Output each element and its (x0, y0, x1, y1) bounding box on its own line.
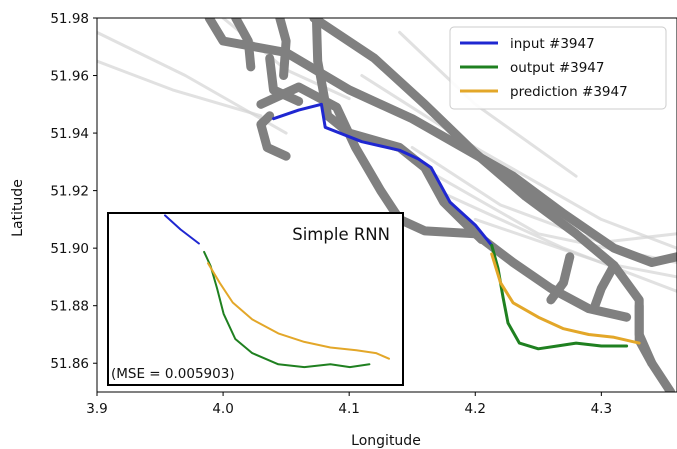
background-track (311, 18, 487, 244)
y-tick-label: 51.90 (50, 241, 89, 257)
plot-frame (96, 17, 677, 393)
inset-title: Simple RNN (292, 225, 390, 244)
background-track (256, 111, 291, 161)
y-tick-label: 51.96 (50, 69, 89, 85)
x-tick-label: 3.9 (86, 401, 107, 417)
inset-series-line-output (203, 250, 371, 369)
inset-mse-annotation: (MSE = 0.005903) (111, 366, 235, 382)
faint-track (360, 74, 677, 250)
inset-series-line-prediction (207, 262, 390, 360)
trajectory-series (272, 102, 641, 351)
series-line-prediction (490, 252, 641, 345)
background-track (204, 18, 677, 267)
faint-track (410, 146, 677, 244)
inset-series-line-input (164, 214, 200, 245)
x-tick-label: 4.0 (212, 401, 233, 417)
y-axis-title: Latitude (10, 179, 26, 237)
x-axis: 3.9 4.0 4.1 4.2 4.3 (86, 392, 612, 417)
legend-label-output: output #3947 (510, 60, 605, 76)
y-tick-label: 51.98 (50, 11, 89, 27)
background-tracks (97, 18, 677, 392)
background-track (231, 18, 256, 72)
x-tick-label: 4.1 (338, 401, 359, 417)
y-tick-label: 51.86 (50, 356, 89, 372)
inset-panel: Simple RNN (MSE = 0.005903) (107, 212, 404, 386)
faint-track (473, 217, 677, 279)
x-tick-label: 4.3 (591, 401, 612, 417)
background-track (275, 18, 291, 80)
faint-track (97, 59, 263, 118)
legend-box (449, 26, 667, 110)
y-tick-label: 51.94 (50, 126, 89, 142)
background-track (265, 53, 304, 106)
y-tick-label: 51.92 (50, 184, 89, 200)
legend-label-input: input #3947 (510, 36, 595, 52)
background-track (634, 301, 657, 368)
legend: input #3947 output #3947 prediction #3947 (449, 26, 667, 110)
y-axis: 51.86 51.88 51.90 51.92 51.94 51.96 51.98 (50, 11, 97, 372)
legend-label-prediction: prediction #3947 (510, 84, 628, 100)
series-line-input (272, 102, 494, 247)
y-tick-label: 51.88 (50, 299, 89, 315)
inset-box (107, 212, 404, 386)
x-tick-label: 4.2 (465, 401, 486, 417)
x-axis-title: Longitude (351, 433, 421, 449)
background-track (546, 252, 575, 305)
background-track (590, 260, 619, 311)
